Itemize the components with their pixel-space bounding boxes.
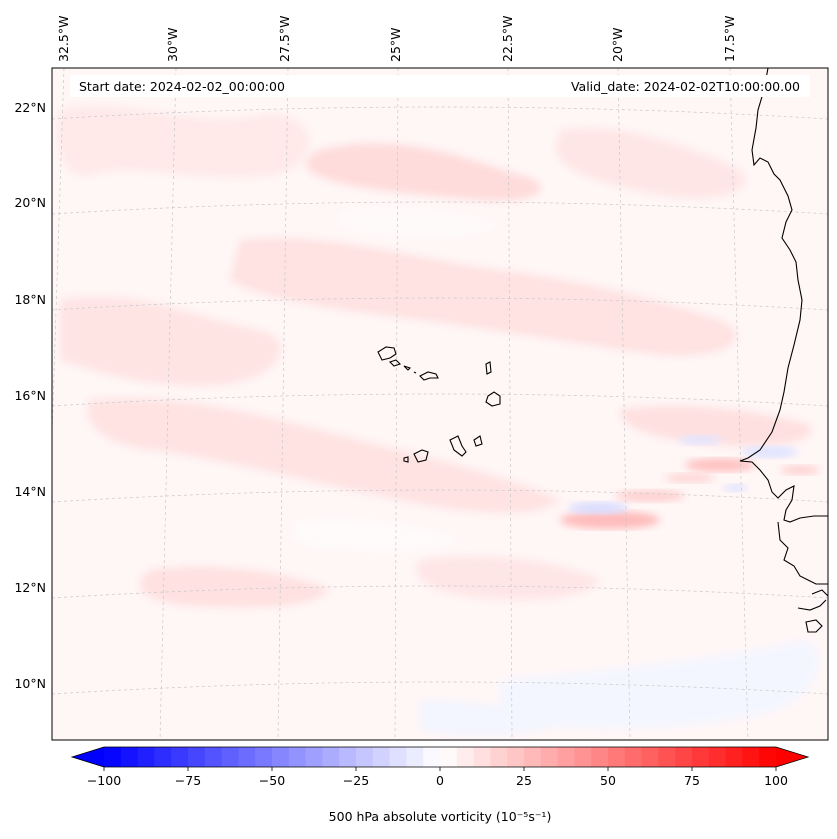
colorbar-segment: [154, 747, 172, 767]
colorbar: −100 −75 −50 −25 0 25 50 75 100 500 hPa absolute…: [70, 746, 810, 824]
colorbar-tick-label: −25: [343, 773, 369, 788]
map-frame: [51, 67, 829, 741]
colorbar-segment: [423, 747, 441, 767]
colorbar-tick-label: 100: [764, 773, 788, 788]
colorbar-segment: [490, 747, 508, 767]
header-box: [70, 75, 810, 97]
colorbar-segment: [574, 747, 592, 767]
longitude-labels: 32.5°W 30°W 27.5°W 25°W 22.5°W 20°W 17.5…: [56, 16, 737, 62]
colorbar-tick-label: −50: [259, 773, 285, 788]
colorbar-segment: [456, 747, 475, 767]
lon-label: 27.5°W: [277, 16, 292, 62]
colorbar-max-extension: [776, 747, 808, 767]
lon-label: 22.5°W: [500, 16, 515, 62]
colorbar-segment: [557, 747, 575, 767]
coastline-cape-verde: [377, 346, 501, 463]
graticule: [52, 68, 828, 740]
colorbar-tick-label: 75: [684, 773, 700, 788]
colorbar-segment: [288, 747, 307, 767]
colorbar-segment: [389, 747, 407, 767]
lat-label: 18°N: [14, 292, 46, 307]
colorbar-segment: [372, 747, 391, 767]
colorbar-segment: [255, 747, 273, 767]
lon-label: 25°W: [388, 27, 403, 62]
colorbar-segment: [137, 747, 155, 767]
colorbar-segment: [188, 747, 206, 767]
colorbar-segment: [104, 747, 122, 767]
colorbar-segment: [238, 747, 256, 767]
lon-label: 17.5°W: [722, 16, 737, 62]
colorbar-segment: [624, 747, 643, 767]
lat-label: 10°N: [14, 676, 46, 691]
colorbar-segment: [339, 747, 357, 767]
colorbar-segment: [591, 747, 609, 767]
colorbar-min-extension: [72, 747, 104, 767]
vorticity-anomalies: [560, 435, 820, 529]
colorbar-segment: [675, 747, 693, 767]
colorbar-segment: [272, 747, 290, 767]
colorbar-segment: [608, 747, 626, 767]
lon-label: 32.5°W: [56, 16, 71, 62]
colorbar-segment: [641, 747, 659, 767]
colorbar-tick-label: −75: [175, 773, 201, 788]
coastline-africa: [739, 68, 828, 633]
valid-date-label: Valid_date: 2024-02-02T10:00:00.00: [571, 79, 800, 94]
colorbar-label: 500 hPa absolute vorticity (10⁻⁵s⁻¹): [329, 809, 552, 824]
colorbar-segment: [322, 747, 340, 767]
colorbar-segment: [524, 747, 542, 767]
colorbar-segment: [221, 747, 239, 767]
lat-label: 16°N: [14, 388, 46, 403]
colorbar-ticks: −100 −75 −50 −25 0 25 50 75 100: [87, 767, 788, 788]
colorbar-segment: [658, 747, 676, 767]
colorbar-segment: [540, 747, 559, 767]
colorbar-tick-label: 25: [516, 773, 532, 788]
colorbar-segment: [356, 747, 374, 767]
colorbar-segment: [473, 747, 491, 767]
colorbar-tick-label: 50: [600, 773, 616, 788]
lat-label: 22°N: [14, 100, 46, 115]
lon-label: 20°W: [610, 27, 625, 62]
colorbar-segment: [406, 747, 424, 767]
colorbar-segment: [305, 747, 323, 767]
start-date-label: Start date: 2024-02-02_00:00:00: [79, 79, 285, 94]
colorbar-segment: [725, 747, 743, 767]
colorbar-segment: [708, 747, 727, 767]
colorbar-segment: [171, 747, 189, 767]
lon-label: 30°W: [165, 27, 180, 62]
vorticity-field: [57, 106, 820, 736]
colorbar-segment: [759, 747, 777, 767]
colorbar-segment: [204, 747, 223, 767]
colorbar-segment: [120, 747, 139, 767]
colorbar-segment: [440, 747, 458, 767]
lat-label: 12°N: [14, 580, 46, 595]
colorbar-tick-label: 0: [436, 773, 444, 788]
colorbar-segment: [692, 747, 710, 767]
lat-label: 14°N: [14, 484, 46, 499]
colorbar-segment: [507, 747, 525, 767]
latitude-labels: 22°N 20°N 18°N 16°N 14°N 12°N 10°N: [14, 100, 46, 691]
colorbar-segment: [742, 747, 760, 767]
colorbar-tick-label: −100: [87, 773, 121, 788]
lat-label: 20°N: [14, 195, 46, 210]
map-plot-area: Start date: 2024-02-02_00:00:00 Valid_da…: [51, 67, 829, 741]
colorbar-segments: [104, 747, 777, 767]
